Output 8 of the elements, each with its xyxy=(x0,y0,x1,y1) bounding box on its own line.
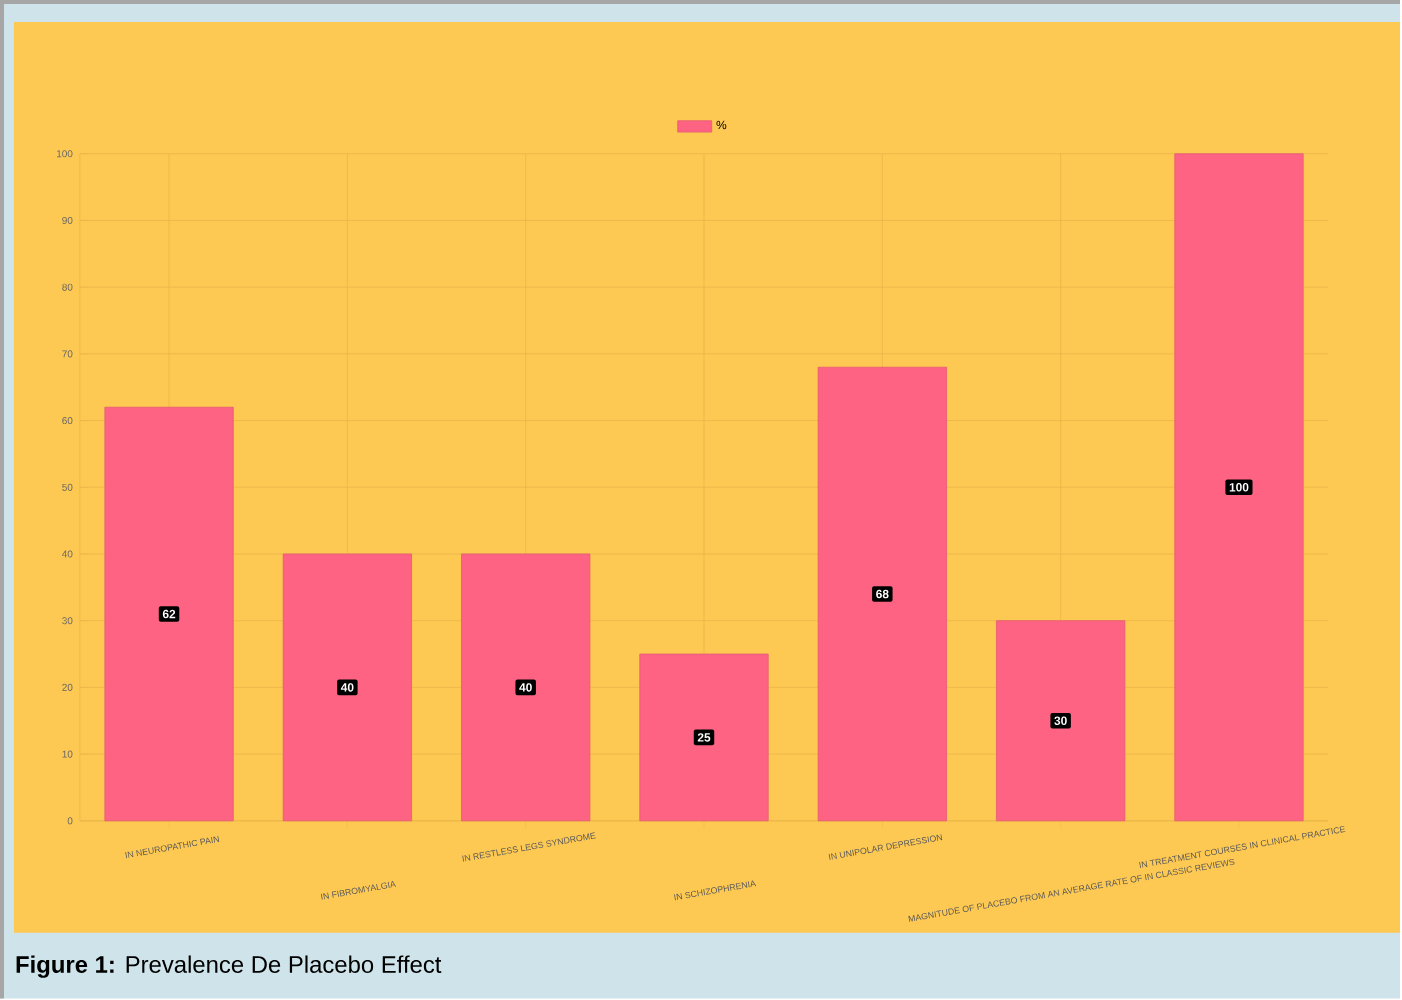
bar xyxy=(461,553,591,821)
bar xyxy=(104,406,234,821)
text: Figure 1: Prevalence De Placebo Effect xyxy=(16,955,442,978)
bar xyxy=(817,366,947,821)
bar xyxy=(282,553,412,821)
bar xyxy=(996,620,1126,821)
bar xyxy=(1174,153,1304,821)
bar xyxy=(639,653,769,821)
